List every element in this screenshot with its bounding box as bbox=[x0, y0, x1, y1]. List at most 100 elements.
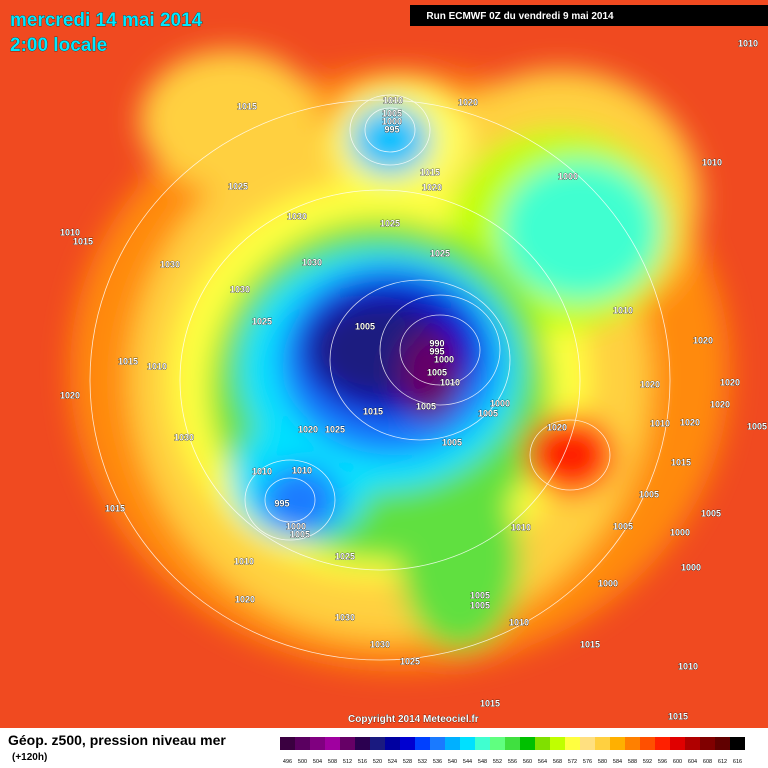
colorbar-swatch bbox=[295, 737, 310, 750]
colorbar-swatch bbox=[445, 737, 460, 750]
isobar-label: 1020 bbox=[640, 379, 660, 389]
colorbar-swatch bbox=[595, 737, 610, 750]
isobar-label: 1010 bbox=[613, 305, 633, 315]
isobar-label: 995 bbox=[384, 124, 399, 134]
colorbar-swatch bbox=[280, 737, 295, 750]
isobar-label: 1005 bbox=[478, 408, 498, 418]
colorbar-label: 516 bbox=[358, 759, 367, 765]
isobar-label: 1020 bbox=[298, 424, 318, 434]
isobar-label: 1010 bbox=[292, 465, 312, 475]
isobar-label: 1010 bbox=[234, 556, 254, 566]
isobar-label: 1000 bbox=[558, 171, 578, 181]
isobar-label: 1005 bbox=[747, 421, 767, 431]
isobar-label: 1005 bbox=[355, 321, 375, 331]
colorbar-label: 508 bbox=[328, 759, 337, 765]
colorbar-swatch bbox=[400, 737, 415, 750]
forecast-date: mercredi 14 mai 2014 bbox=[10, 10, 203, 31]
lead-time: (+120h) bbox=[12, 752, 47, 763]
colorbar-label: 552 bbox=[493, 759, 502, 765]
isobar-label: 1000 bbox=[382, 116, 402, 126]
colorbar-swatch bbox=[640, 737, 655, 750]
colorbar-swatch bbox=[475, 737, 490, 750]
colorbar-swatch bbox=[565, 737, 580, 750]
colorbar-swatch bbox=[505, 737, 520, 750]
isobar-label: 990 bbox=[429, 338, 444, 348]
isobar-label: 1020 bbox=[693, 335, 713, 345]
colorbar-label: 504 bbox=[313, 759, 322, 765]
isobar-label: 1005 bbox=[639, 489, 659, 499]
colorbar-label: 600 bbox=[673, 759, 682, 765]
isobar-label: 1015 bbox=[237, 101, 257, 111]
run-box bbox=[410, 5, 768, 26]
colorbar-label: 612 bbox=[718, 759, 727, 765]
isobar-label: 1025 bbox=[252, 316, 272, 326]
isobar-label: 1000 bbox=[286, 521, 306, 531]
colorbar-swatch bbox=[670, 737, 685, 750]
colorbar-swatch bbox=[685, 737, 700, 750]
colorbar-label: 496 bbox=[283, 759, 292, 765]
isobar-label: 1010 bbox=[650, 418, 670, 428]
isobars bbox=[89, 94, 671, 661]
colorbar-swatch bbox=[625, 737, 640, 750]
colorbar-label: 604 bbox=[688, 759, 697, 765]
colorbar-swatch bbox=[715, 737, 730, 750]
isobar-label: 1025 bbox=[400, 656, 420, 666]
isobar-label: 1010 bbox=[738, 38, 758, 48]
isobar-label: 1005 bbox=[427, 367, 447, 377]
isobar-label: 1005 bbox=[470, 590, 490, 600]
colorbar-swatch bbox=[460, 737, 475, 750]
isobar-label: 1005 bbox=[442, 437, 462, 447]
isobar-label: 1030 bbox=[230, 284, 250, 294]
isobar-label: 1010 bbox=[440, 377, 460, 387]
colorbar-label: 548 bbox=[478, 759, 487, 765]
isobar-label: 1010 bbox=[509, 617, 529, 627]
isobar-label: 1030 bbox=[370, 639, 390, 649]
colorbar-swatch bbox=[610, 737, 625, 750]
colorbar-label: 532 bbox=[418, 759, 427, 765]
isobar-label: 1020 bbox=[680, 417, 700, 427]
field bbox=[0, 0, 768, 728]
isobar-label: 1005 bbox=[416, 401, 436, 411]
isobar-label: 1015 bbox=[580, 639, 600, 649]
colorbar-label: 540 bbox=[448, 759, 457, 765]
colorbar-label: 500 bbox=[298, 759, 307, 765]
colorbar-swatch bbox=[535, 737, 550, 750]
footer-title: Géop. z500, pression niveau mer bbox=[8, 732, 226, 748]
isobar-label: 1020 bbox=[547, 422, 567, 432]
isobar-label: 1010 bbox=[60, 227, 80, 237]
isobar-label: 1025 bbox=[228, 181, 248, 191]
colorbar-swatch bbox=[430, 737, 445, 750]
isobar-label: 1025 bbox=[335, 551, 355, 561]
colorbar-label: 524 bbox=[388, 759, 397, 765]
colorbar-swatch bbox=[385, 737, 400, 750]
isobar-label: 1020 bbox=[235, 594, 255, 604]
colorbar-label: 588 bbox=[628, 759, 637, 765]
isobar-label: 1030 bbox=[174, 432, 194, 442]
isobar-label: 1015 bbox=[671, 457, 691, 467]
isobar-label: 1010 bbox=[702, 157, 722, 167]
colorbar-swatch bbox=[355, 737, 370, 750]
colorbar-label: 616 bbox=[733, 759, 742, 765]
copyright: Copyright 2014 Meteociel.fr bbox=[348, 714, 479, 725]
colorbar-swatch bbox=[415, 737, 430, 750]
colorbar-label: 576 bbox=[583, 759, 592, 765]
isobar-label: 1030 bbox=[160, 259, 180, 269]
isobar-label: 1005 bbox=[290, 529, 310, 539]
isobar-label: 1030 bbox=[302, 257, 322, 267]
isobar-label: 995 bbox=[274, 498, 289, 508]
colorbar-swatch bbox=[730, 737, 745, 750]
isobar-label: 1020 bbox=[422, 182, 442, 192]
colorbar-label: 560 bbox=[523, 759, 532, 765]
isobar-label: 1000 bbox=[681, 562, 701, 572]
colorbar-label: 536 bbox=[433, 759, 442, 765]
isobar-label: 1000 bbox=[490, 398, 510, 408]
isobar-label: 1015 bbox=[73, 236, 93, 246]
isobar-label: 995 bbox=[429, 346, 444, 356]
colorbar-swatch bbox=[520, 737, 535, 750]
isobar-label: 1020 bbox=[458, 97, 478, 107]
isobar-label: 1030 bbox=[287, 211, 307, 221]
isobar-label: 1010 bbox=[383, 95, 403, 105]
colorbar-swatch bbox=[340, 737, 355, 750]
isobar-label: 1030 bbox=[335, 612, 355, 622]
isobar-label: 1010 bbox=[252, 466, 272, 476]
